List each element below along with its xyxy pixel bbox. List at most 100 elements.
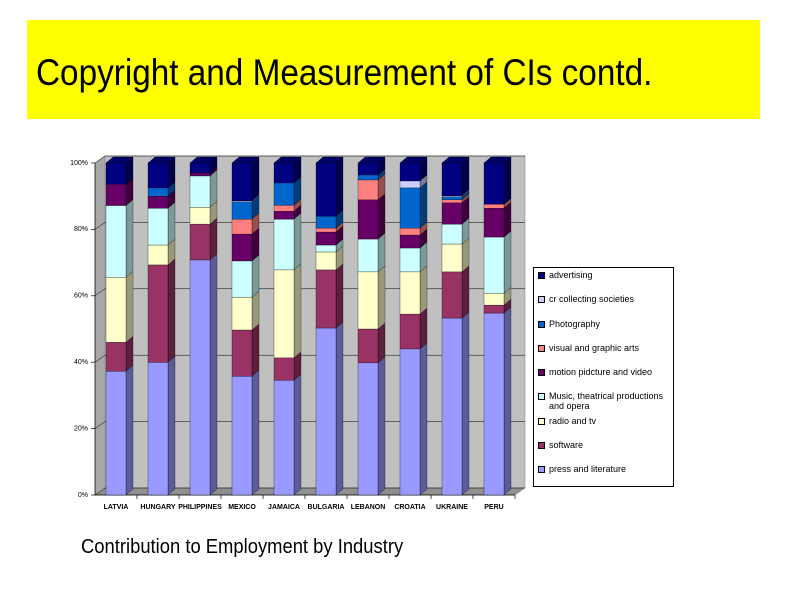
caption: Contribution to Employment by Industry (81, 536, 404, 558)
legend-label: motion pidcture and video (549, 367, 653, 378)
bar-segment (105, 342, 127, 372)
y-tick-label: 0% (78, 492, 88, 499)
bar-segment (483, 236, 505, 294)
bar-side (167, 258, 176, 363)
x-tick-label: MEXICO (228, 504, 256, 511)
legend: advertising cr collecting societies Photog… (533, 267, 674, 487)
y-tick-label: 100% (70, 160, 88, 167)
bar-segment (189, 162, 211, 174)
bar-segment (399, 271, 421, 315)
bar-side (251, 254, 260, 298)
x-tick-label: LEBANON (351, 504, 386, 511)
bar-segment (189, 207, 211, 225)
legend-item: advertising (538, 270, 669, 294)
legend-item: Music, theatrical productions and opera (538, 391, 669, 415)
bar-segment (399, 313, 421, 350)
x-tick-label: HUNGARY (140, 504, 175, 511)
legend-label: advertising (549, 270, 593, 280)
legend-swatch (538, 393, 545, 401)
legend-swatch (538, 344, 545, 352)
bar-segment (399, 227, 421, 236)
bar-segment (399, 234, 421, 249)
bar-side (167, 355, 176, 496)
legend-item: Photography (538, 319, 669, 343)
bar-segment (273, 205, 295, 212)
bar-segment (147, 264, 169, 363)
bar-side (125, 364, 134, 496)
bar-side (377, 193, 386, 240)
bar-side (209, 253, 218, 496)
bar-top (189, 156, 218, 164)
side-wall (94, 155, 106, 496)
bar-segment (399, 187, 421, 229)
bar-segment (315, 227, 337, 233)
bar-side (125, 270, 134, 343)
bar-top (483, 156, 512, 164)
bar-segment (315, 327, 337, 496)
bar-top (273, 156, 302, 164)
y-tick-label: 40% (74, 359, 88, 366)
y-tick-label: 80% (74, 226, 88, 233)
legend-label: Photography (549, 318, 601, 329)
bar-segment (441, 271, 463, 319)
bar-segment (315, 269, 337, 329)
bar-segment (105, 184, 127, 206)
legend-swatch (538, 369, 545, 377)
bar-segment (483, 304, 505, 314)
bar-side (125, 199, 134, 278)
bar-top (441, 156, 470, 164)
legend-item: press and literature (538, 464, 669, 488)
bar-side (251, 323, 260, 377)
legend-label: radio and tv (549, 415, 597, 426)
legend-item: cr collecting societies (538, 294, 669, 318)
bar-segment (147, 208, 169, 246)
bar-segment (273, 210, 295, 220)
bar-side (419, 307, 428, 350)
bar-top (399, 156, 428, 164)
bar-side (335, 156, 344, 217)
bar-segment (483, 312, 505, 496)
bar-segment (399, 247, 421, 273)
bar-side (461, 311, 470, 496)
bar-side (335, 321, 344, 496)
bar-segment (273, 379, 295, 496)
bar-side (167, 201, 176, 246)
bar-segment (441, 196, 463, 201)
legend-item: software (538, 440, 669, 464)
bar-segment (273, 162, 295, 184)
bar-segment (441, 162, 463, 197)
bar-segment (105, 277, 127, 343)
bar-segment (441, 317, 463, 496)
y-tick-label: 60% (74, 293, 88, 300)
bar-side (293, 373, 302, 496)
bar-side (251, 369, 260, 496)
bar-segment (273, 357, 295, 381)
bar-segment (189, 175, 211, 208)
title-banner (27, 20, 760, 119)
bar-segment (231, 329, 253, 377)
bar-segment (147, 187, 169, 197)
bar-segment (357, 199, 379, 240)
bar-segment (483, 204, 505, 209)
x-tick-label: JAMAICA (268, 504, 300, 511)
bar-segment (441, 243, 463, 273)
bar-side (419, 265, 428, 315)
bar-side (503, 230, 512, 294)
bar-side (503, 306, 512, 496)
legend-label: press and literature (549, 464, 627, 475)
bar-segment (315, 244, 337, 253)
bar-segment (147, 362, 169, 496)
bar-segment (231, 162, 253, 201)
legend-swatch (538, 466, 545, 474)
bar-top (105, 156, 134, 164)
bar-segment (231, 375, 253, 496)
bar-segment (273, 182, 295, 206)
bar-segment (441, 202, 463, 225)
bar-top (315, 156, 344, 164)
bar-segment (357, 162, 379, 176)
bar-segment (189, 259, 211, 496)
bar-side (461, 156, 470, 197)
legend-item: motion pidcture and video (538, 367, 669, 391)
legend-label: software (549, 440, 584, 451)
